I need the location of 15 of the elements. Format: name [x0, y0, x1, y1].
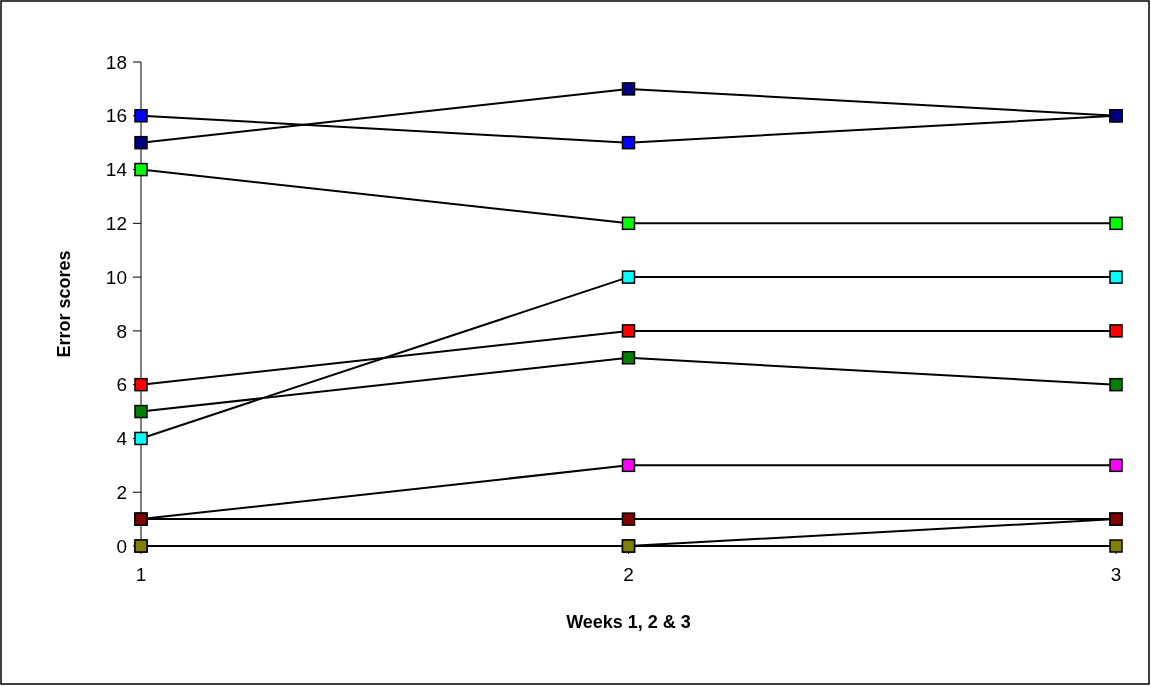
y-axis-title: Error scores	[54, 250, 74, 358]
y-tick-label: 12	[105, 212, 127, 234]
y-tick-label: 10	[105, 266, 127, 288]
y-tick-label: 2	[116, 481, 127, 503]
y-tick-label: 0	[116, 535, 127, 557]
y-tick-label: 8	[116, 320, 127, 342]
x-axis-title: Weeks 1, 2 & 3	[566, 612, 691, 632]
x-tick-label: 2	[623, 564, 634, 585]
y-tick-label: 14	[105, 159, 128, 181]
y-tick-label: 4	[116, 428, 128, 450]
y-tick-label: 18	[105, 51, 127, 73]
x-tick-label: 1	[135, 564, 147, 585]
x-tick-label: 3	[1110, 564, 1122, 585]
y-tick-label: 6	[116, 374, 127, 396]
y-tick-label: 16	[105, 105, 127, 127]
